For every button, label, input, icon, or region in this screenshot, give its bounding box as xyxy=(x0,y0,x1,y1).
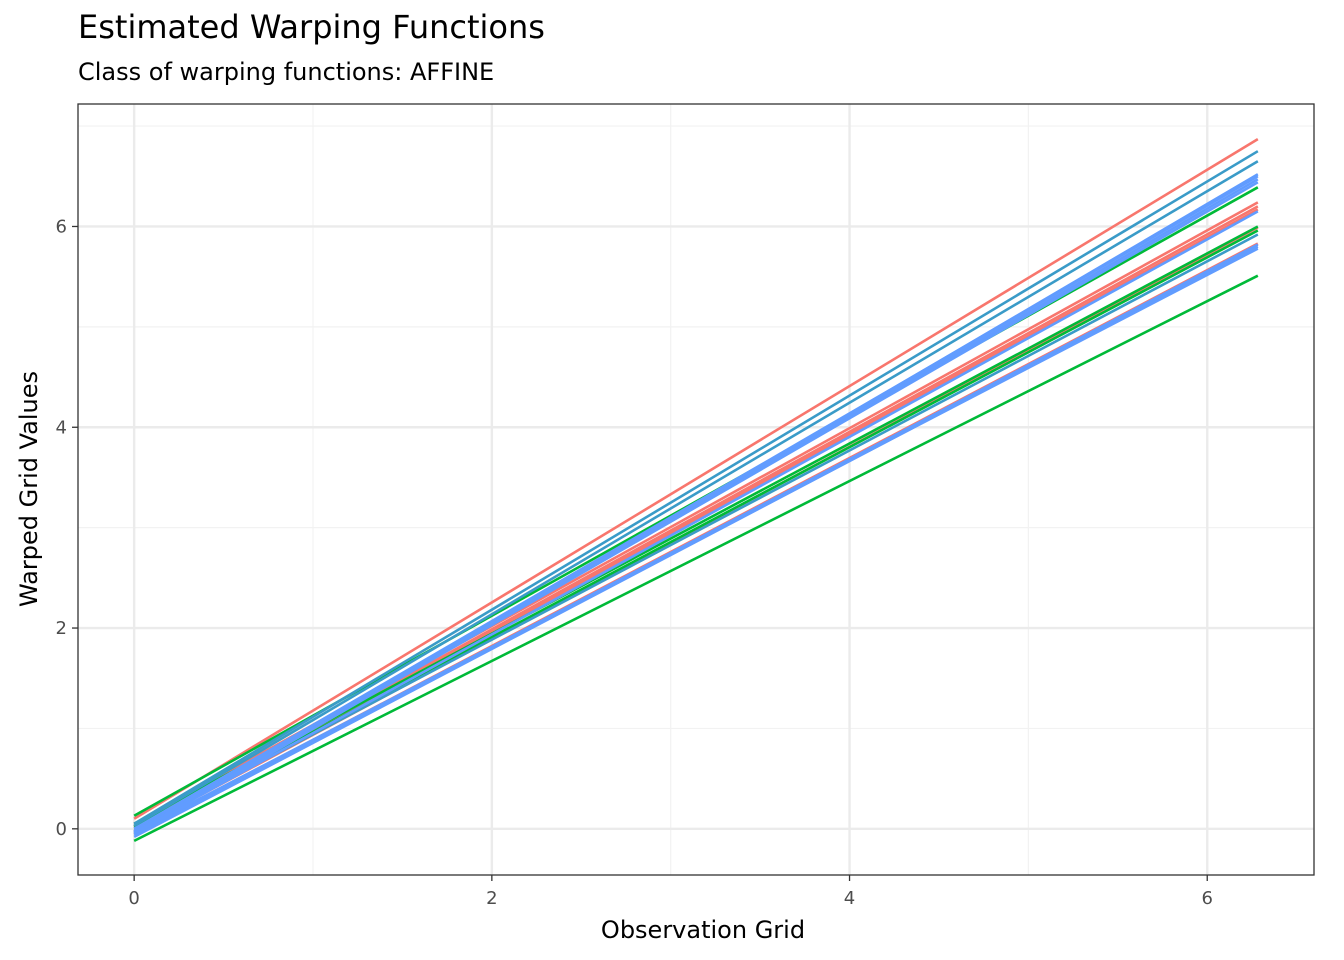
grid-major xyxy=(78,104,1314,875)
x-tick-label: 4 xyxy=(844,888,855,909)
x-tick-label: 0 xyxy=(128,888,139,909)
y-tick-label: 2 xyxy=(56,618,67,639)
series-layer xyxy=(133,138,1259,843)
y-tick-label: 6 xyxy=(56,216,67,237)
series-line-1 xyxy=(133,138,1259,820)
y-axis: 0 2 4 6 xyxy=(56,216,78,840)
series-line-18 xyxy=(133,210,1259,833)
chart-title: Estimated Warping Functions xyxy=(78,8,545,46)
x-axis: 0 2 4 6 xyxy=(128,875,1213,909)
y-tick-label: 4 xyxy=(56,417,67,438)
plot-panel-border xyxy=(77,103,1315,876)
chart-subtitle: Class of warping functions: AFFINE xyxy=(78,58,495,86)
y-tick-label: 0 xyxy=(56,819,67,840)
x-tick-label: 2 xyxy=(486,888,497,909)
series-line-11 xyxy=(133,150,1259,825)
series-line-12 xyxy=(133,160,1259,827)
series-line-10 xyxy=(133,274,1259,843)
x-tick-label: 6 xyxy=(1202,888,1213,909)
series-line-21 xyxy=(133,247,1259,834)
x-axis-title: Observation Grid xyxy=(601,916,805,944)
series-line-17 xyxy=(133,173,1259,835)
y-axis-title: Warped Grid Values xyxy=(15,371,43,607)
